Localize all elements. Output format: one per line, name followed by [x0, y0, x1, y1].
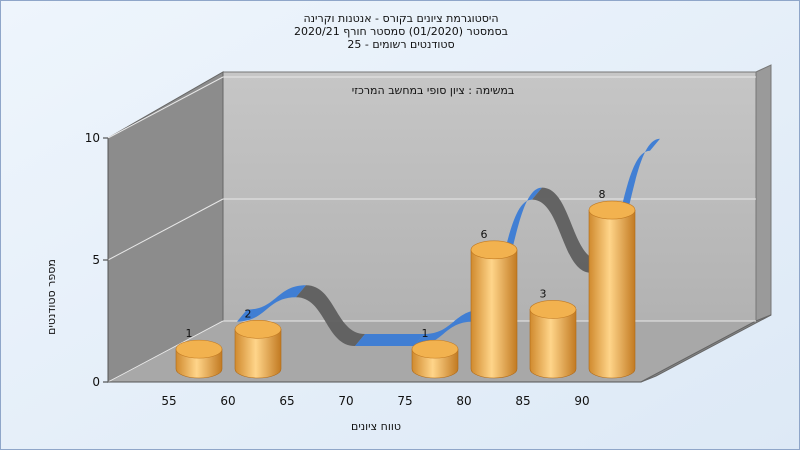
y-tick-label: 0 — [92, 375, 100, 389]
bar-value-label: 1 — [186, 327, 193, 340]
bar-body — [234, 328, 282, 379]
bar-75: 1 — [411, 327, 459, 379]
bars: 1 2 1 6 3 8 — [175, 188, 636, 379]
ribbon-segment — [355, 334, 424, 346]
x-axis: 55 60 65 70 75 80 85 90 — [108, 381, 641, 408]
x-tick-label: 90 — [574, 394, 589, 408]
chart-subtitle: בסמסטר (01/2020) סמסטר חורף 2020/21 — [294, 25, 508, 38]
bar-value-label: 6 — [481, 228, 488, 241]
y-axis-label: מספר סטודנטים — [45, 259, 58, 335]
x-tick-label: 55 — [161, 394, 176, 408]
ribbon-segment — [237, 285, 306, 322]
bar-top — [175, 339, 223, 359]
bar-90: 8 — [588, 188, 636, 379]
x-tick-label: 60 — [220, 394, 235, 408]
x-tick-label: 75 — [397, 394, 412, 408]
bar-top — [411, 339, 459, 359]
x-axis-label: טווח ציונים — [351, 420, 401, 433]
gridline-side — [107, 320, 224, 383]
bar-top — [234, 319, 282, 339]
x-tick-label: 65 — [279, 394, 294, 408]
bar-value-label: 1 — [422, 327, 429, 340]
right-side-depth — [755, 64, 772, 322]
bar-55: 1 — [175, 327, 223, 379]
bar-value-label: 8 — [599, 188, 606, 201]
ribbon-segment — [414, 309, 483, 346]
chart-annotation: במשימה : ציון סופי במחשב המרכזי — [352, 84, 515, 97]
chart-title: היסטוגרמת ציונים בקורס - אנטנות וקרינה — [303, 12, 499, 25]
chart-subtitle-2: סטודנטים רשומים - 25 — [347, 38, 455, 51]
bar-top — [529, 300, 577, 319]
ribbon-segment — [296, 285, 365, 346]
bar-top — [470, 240, 518, 260]
bar-top — [588, 200, 636, 220]
chart-title-block: היסטוגרמת ציונים בקורס - אנטנות וקרינה ב… — [1, 12, 800, 51]
bar-value-label: 2 — [245, 307, 252, 320]
ribbon-segment — [532, 187, 601, 273]
bar-80: 6 — [470, 228, 518, 379]
x-tick-label: 80 — [456, 394, 471, 408]
x-tick-label: 70 — [338, 394, 353, 408]
gridline-side — [107, 76, 224, 139]
x-tick-label: 85 — [515, 394, 530, 408]
y-axis: 0 5 10 — [85, 131, 109, 389]
bar-60: 2 — [234, 307, 282, 379]
bar-body — [470, 249, 518, 379]
bar-body — [588, 209, 636, 379]
bar-value-label: 3 — [540, 287, 547, 300]
bar-body — [529, 309, 577, 379]
y-tick-label: 5 — [92, 253, 100, 267]
y-tick-label: 10 — [85, 131, 100, 145]
bar-85: 3 — [529, 287, 577, 379]
right-floor-depth — [640, 314, 772, 383]
gridline-side — [107, 198, 224, 261]
